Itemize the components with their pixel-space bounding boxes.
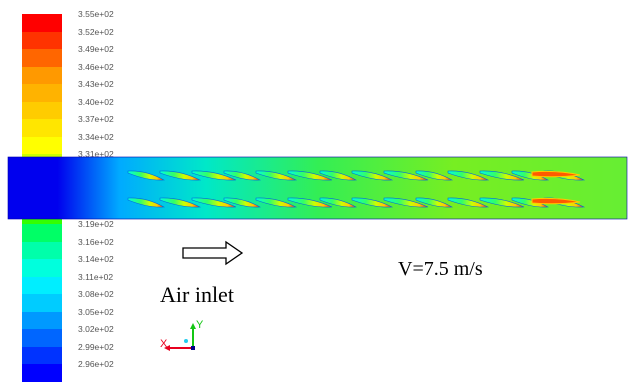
- colorbar-tick-label: 2.99e+02: [78, 341, 114, 352]
- colorbar-swatch: [22, 14, 62, 32]
- fin-streak: [223, 197, 262, 208]
- fin-streak: [511, 197, 550, 208]
- fin-streak: [319, 197, 358, 208]
- colorbar-tick-label: 3.46e+02: [78, 61, 114, 72]
- fin-streak: [479, 197, 525, 208]
- y-axis-arrowhead: [190, 323, 196, 329]
- colorbar-swatch: [22, 119, 62, 137]
- colorbar-tick-label: 3.11e+02: [78, 271, 114, 282]
- y-axis-label: Y: [196, 320, 204, 331]
- colorbar-tick-label: 3.40e+02: [78, 96, 114, 107]
- z-axis-dot: [184, 339, 188, 343]
- fin-streak: [287, 197, 333, 208]
- colorbar-tick-label: 3.52e+02: [78, 26, 114, 37]
- fin-streak: [511, 170, 550, 181]
- colorbar-swatch: [22, 66, 62, 84]
- fin-streak: [383, 170, 429, 181]
- axis-triad-icon: X Y: [160, 320, 204, 351]
- fin-streak: [159, 170, 202, 181]
- fin-streak: [479, 170, 525, 181]
- velocity-caption: V=7.5 m/s: [398, 258, 483, 280]
- fin-streak: [383, 197, 429, 208]
- temperature-contour-plot: [7, 156, 628, 220]
- colorbar-tick-label: 3.16e+02: [78, 236, 114, 247]
- colorbar-swatch: [22, 259, 62, 277]
- fin-streak: [351, 170, 394, 181]
- outlet-hot-streak: [531, 197, 581, 205]
- colorbar-tick-label: 3.37e+02: [78, 114, 114, 124]
- fin-streak: [127, 197, 166, 208]
- colorbar-tick-label: 3.49e+02: [78, 44, 114, 54]
- colorbar-swatch: [22, 329, 62, 347]
- fin-streak: [255, 170, 298, 181]
- colorbar-swatch: [22, 31, 62, 49]
- fin-streak: [255, 197, 298, 208]
- colorbar-tick-label: 3.43e+02: [78, 79, 114, 89]
- colorbar-tick-label: 3.02e+02: [78, 324, 114, 334]
- fin-streak: [159, 197, 202, 208]
- domain-band: [8, 157, 627, 219]
- fin-streak: [287, 170, 333, 181]
- colorbar-swatch: [22, 224, 62, 242]
- fin-streak: [319, 170, 358, 181]
- x-axis-arrowhead: [164, 345, 170, 351]
- triad-origin: [191, 346, 195, 350]
- fin-streak: [191, 197, 237, 208]
- air-inlet-caption: Air inlet: [160, 282, 234, 307]
- outlet-hot-streak: [531, 170, 581, 178]
- fin-streak: [191, 170, 237, 181]
- fin-streak: [351, 197, 394, 208]
- fin-array: [127, 170, 586, 208]
- fin-streak: [447, 197, 490, 208]
- colorbar-tick-label: 3.55e+02: [78, 9, 114, 19]
- colorbar-swatch: [22, 311, 62, 329]
- colorbar-swatch: [22, 136, 62, 154]
- fin-streak: [223, 170, 262, 181]
- colorbar-tick-label: 2.96e+02: [78, 359, 114, 369]
- colorbar-swatch: [22, 346, 62, 364]
- colorbar-swatch: [22, 294, 62, 312]
- colorbar-tick-label: 3.19e+02: [78, 219, 114, 229]
- colorbar-tick-label: 3.34e+02: [78, 131, 114, 142]
- fin-streak: [447, 170, 490, 181]
- inlet-arrow-icon: [182, 240, 244, 266]
- colorbar-swatch: [22, 276, 62, 294]
- colorbar-tick-label: 3.05e+02: [78, 306, 114, 317]
- domain-outline: [7, 156, 628, 220]
- colorbar-tick-label: 3.08e+02: [78, 289, 114, 299]
- fin-streak: [415, 170, 454, 181]
- colorbar-swatch: [22, 241, 62, 259]
- fin-streak: [127, 170, 166, 181]
- colorbar-tick-label: 3.31e+02: [78, 149, 114, 159]
- fin-streak: [415, 197, 454, 208]
- x-axis-label: X: [160, 338, 168, 350]
- colorbar-tick-label: 3.14e+02: [78, 254, 114, 264]
- colorbar-swatch: [22, 101, 62, 119]
- colorbar-swatch: [22, 84, 62, 102]
- colorbar-swatch: [22, 49, 62, 67]
